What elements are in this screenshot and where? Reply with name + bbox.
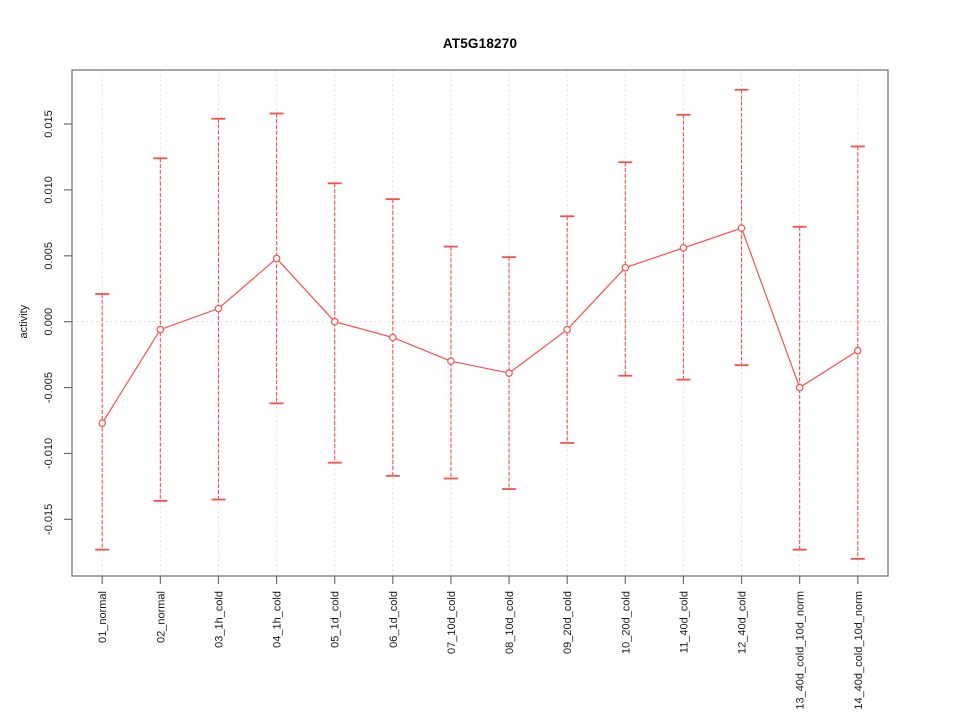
data-point-marker [621,263,630,272]
x-tick-label: 03_1h_cold [213,591,225,648]
x-tick-label: 13_40d_cold_10d_norm [795,591,807,710]
x-tick-label: 11_40d_cold [678,591,690,653]
data-point-marker [330,317,339,326]
plot-border [71,69,889,577]
y-axis-title: activity [18,304,30,338]
x-tick-label: 08_10d_cold [504,591,516,654]
chart-title: AT5G18270 [442,36,518,51]
x-tick-label: 07_10d_cold [446,591,458,654]
y-tick-label: 0.015 [43,110,55,138]
series-line [101,227,859,424]
data-point-marker [214,304,223,313]
x-tick-label: 12_40d_cold [737,591,749,654]
x-tick-label: 06_1d_cold [388,591,400,648]
data-point-marker [505,369,513,377]
data-point-marker [272,254,281,263]
data-point-marker [98,419,107,427]
data-point-marker [389,333,397,342]
y-tick-label: -0.010 [43,438,55,469]
y-tick-label: 0.005 [43,242,55,270]
y-tick-label: -0.015 [43,504,55,535]
x-tick-label: 09_20d_cold [562,591,574,654]
data-point-marker [679,244,688,252]
x-tick-label: 02_normal [155,591,167,643]
data-point-marker [737,224,746,232]
x-tick-label: 05_1d_cold [330,591,342,648]
y-tick-label: 0.010 [43,176,55,204]
y-tick-label: 0.000 [43,308,55,336]
data-point-marker [156,325,165,334]
data-point-marker [795,383,804,392]
y-tick-label: -0.005 [43,372,55,403]
x-tick-label: 10_20d_cold [620,591,632,654]
x-tick-label: 14_40d_cold_10d_norm [853,591,865,710]
x-tick-label: 04_1h_cold [272,591,284,648]
data-point-marker [853,346,862,355]
data-point-marker [563,325,571,334]
x-tick-label: 01_normal [97,591,109,643]
data-point-marker [447,357,455,366]
